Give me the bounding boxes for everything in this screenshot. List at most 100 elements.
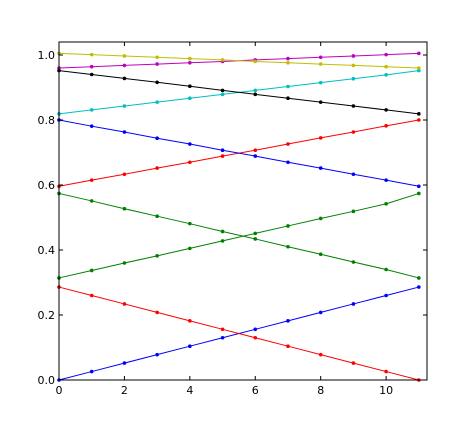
data-point — [188, 160, 192, 165]
series-1 — [57, 285, 421, 382]
data-point — [417, 285, 421, 289]
x-tick-label: 8 — [317, 384, 324, 397]
data-point — [188, 96, 192, 101]
data-point — [253, 327, 258, 332]
data-point — [220, 154, 225, 158]
data-point — [253, 237, 258, 241]
y-tick-label: 0.6 — [38, 179, 56, 192]
data-point — [188, 84, 192, 88]
data-point — [318, 55, 323, 60]
data-point — [89, 64, 94, 69]
data-point — [220, 92, 225, 97]
data-point — [384, 369, 388, 374]
data-point — [155, 166, 159, 170]
data-point — [351, 76, 356, 81]
data-point — [286, 319, 290, 323]
y-tick-label: 0.2 — [38, 309, 56, 322]
data-point — [384, 52, 388, 57]
data-point — [417, 112, 421, 116]
series-line — [58, 119, 419, 187]
data-point — [253, 154, 258, 158]
data-point — [318, 100, 323, 104]
data-point — [253, 59, 258, 64]
data-point — [253, 88, 258, 93]
data-point — [351, 130, 356, 134]
data-point — [384, 178, 388, 182]
data-point — [351, 302, 356, 306]
data-point — [122, 76, 127, 81]
y-tick-label: 1.0 — [38, 49, 56, 62]
series-line — [58, 70, 419, 115]
y-tick-label: 0.8 — [38, 114, 56, 127]
x-tick-label: 10 — [379, 384, 393, 397]
data-point — [384, 267, 388, 272]
data-point — [286, 224, 290, 228]
series-3 — [57, 191, 421, 280]
data-point — [220, 148, 225, 153]
data-point — [286, 61, 290, 65]
data-point — [220, 327, 225, 332]
data-point — [318, 310, 323, 315]
x-tick-label: 2 — [121, 384, 128, 397]
data-point — [318, 252, 323, 257]
data-point — [89, 108, 94, 112]
data-point — [188, 221, 192, 226]
data-point — [155, 62, 159, 66]
data-point — [122, 172, 127, 177]
data-point — [384, 293, 388, 298]
data-point — [318, 216, 323, 221]
data-point — [318, 62, 323, 66]
series-2 — [57, 191, 421, 280]
data-point — [351, 172, 356, 177]
data-point — [417, 118, 421, 122]
data-point — [122, 261, 127, 265]
data-point — [318, 352, 323, 357]
data-point — [122, 130, 127, 134]
data-point — [417, 184, 421, 189]
data-point — [253, 148, 258, 153]
x-tick-label: 0 — [56, 384, 63, 397]
x-tick-label: 6 — [252, 384, 259, 397]
data-point — [417, 191, 421, 196]
data-point — [417, 276, 421, 280]
data-point — [253, 335, 258, 340]
data-point — [351, 260, 356, 264]
data-point — [286, 56, 290, 61]
series-7 — [57, 68, 421, 116]
series-line — [58, 52, 419, 69]
series-line — [58, 192, 419, 279]
data-point — [155, 310, 159, 315]
data-point — [155, 214, 159, 218]
series-5 — [57, 118, 421, 189]
data-point — [122, 104, 127, 108]
data-point — [220, 239, 225, 243]
data-point — [188, 61, 192, 65]
series-layer — [57, 51, 421, 382]
data-point — [220, 335, 225, 340]
x-tick-label: 4 — [186, 384, 193, 397]
data-point — [318, 136, 323, 140]
data-point — [417, 51, 421, 56]
plot-frame — [58, 41, 428, 381]
data-point — [155, 100, 159, 104]
data-point — [286, 160, 290, 165]
data-point — [155, 136, 159, 140]
y-tick-label: 0.4 — [38, 244, 56, 257]
data-point — [417, 68, 421, 73]
data-point — [351, 104, 356, 108]
data-point — [384, 108, 388, 112]
data-point — [253, 92, 258, 97]
data-point — [155, 254, 159, 258]
data-point — [417, 66, 421, 70]
data-point — [220, 58, 225, 62]
data-point — [286, 344, 290, 349]
data-point — [89, 124, 94, 128]
data-point — [122, 63, 127, 68]
data-point — [122, 54, 127, 58]
data-point — [384, 73, 388, 77]
data-point — [351, 54, 356, 58]
data-point — [155, 352, 159, 357]
data-point — [188, 142, 192, 146]
data-point — [286, 84, 290, 89]
